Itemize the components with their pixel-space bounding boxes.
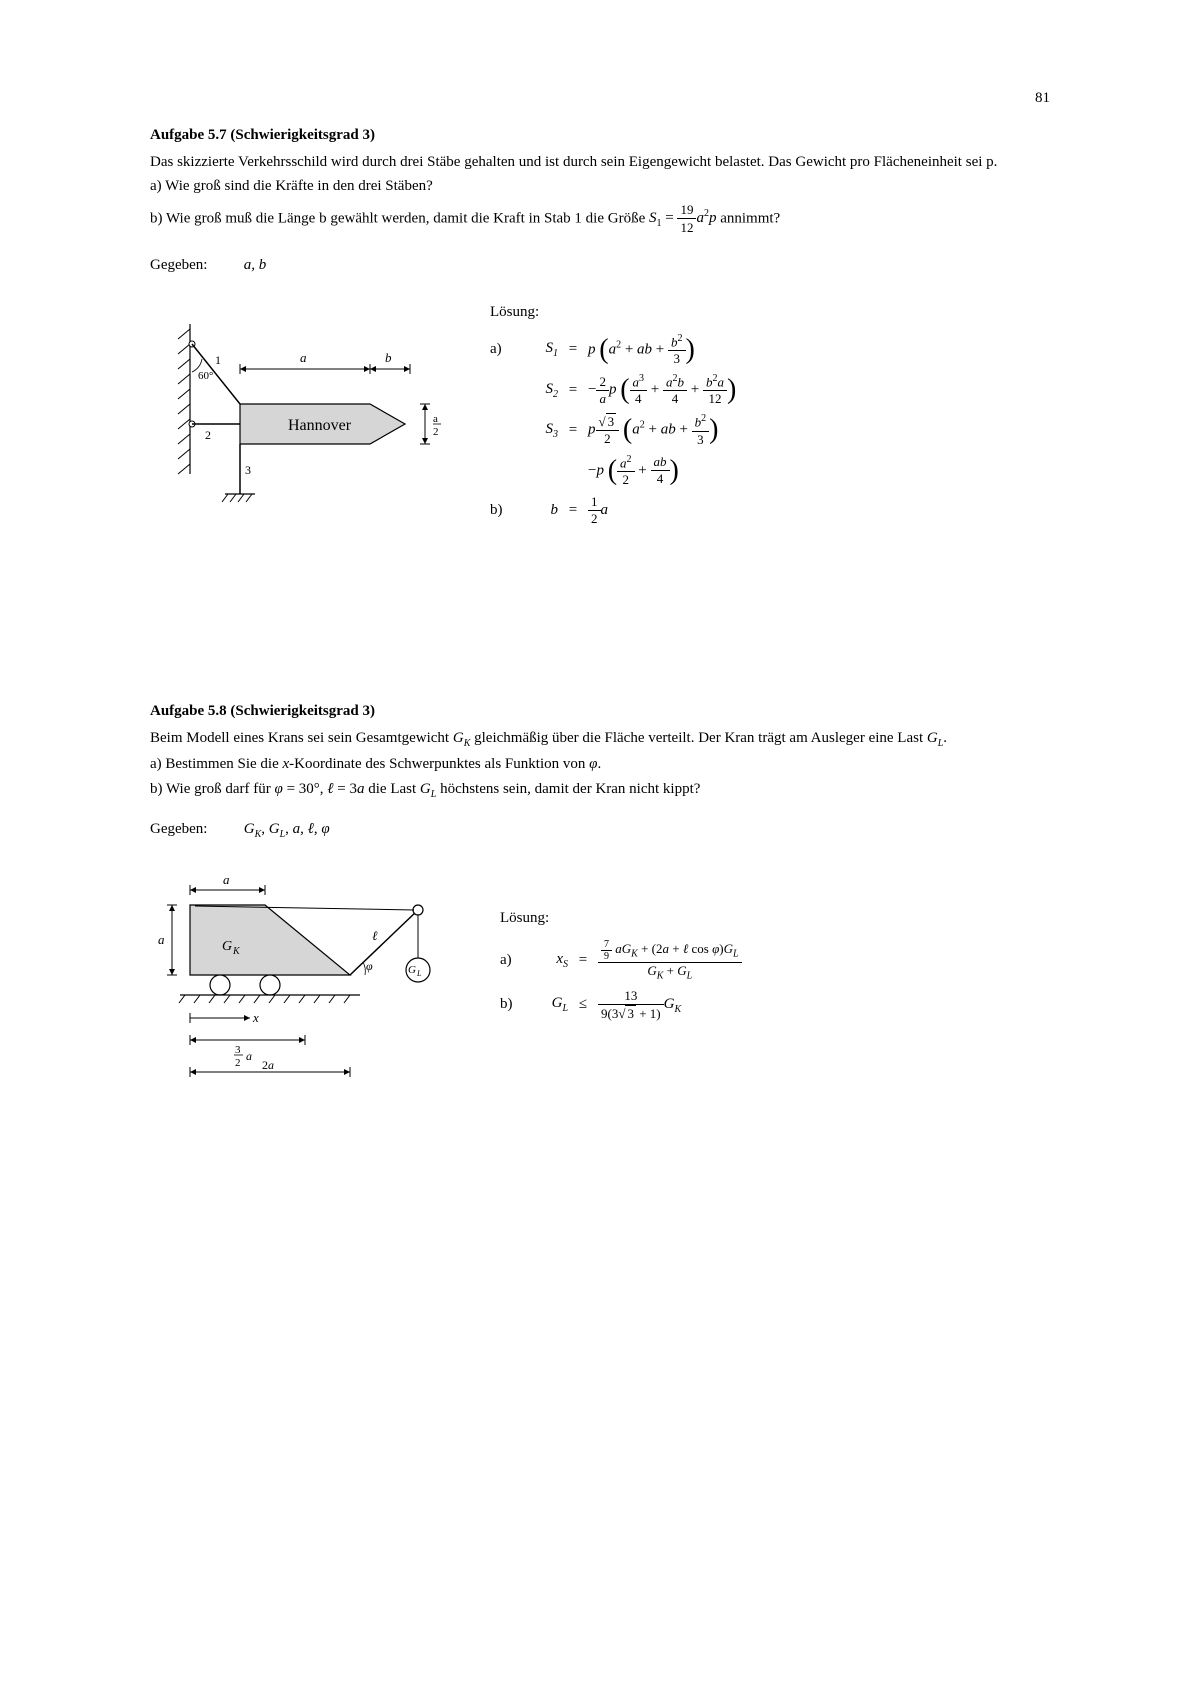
dim-a-left: a (158, 932, 165, 947)
ell-label: ℓ (372, 928, 378, 943)
dim-32a-a: a (246, 1049, 252, 1063)
eq-xs: a) xS = 79 aGK + (2a + ℓ cos φ)GL GK + G… (500, 939, 1050, 982)
eq-b: b) b = 12a (490, 494, 1050, 527)
ex58-gegeben: Gegeben: GK, GL, a, ℓ, φ (150, 821, 1050, 840)
solution-label-2: Lösung: (500, 910, 1050, 927)
phi-label: φ (366, 959, 373, 973)
ex57-p3: b) Wie groß muß die Länge b gewählt werd… (150, 201, 1050, 237)
ex57-p1: Das skizzierte Verkehrsschild wird durch… (150, 152, 1050, 172)
gk-label: G (222, 939, 232, 954)
ex57-p3-formula: S1 = 1912a2p (649, 210, 716, 226)
ex57-p2: a) Wie groß sind die Kräfte in den drei … (150, 176, 1050, 196)
dim-32a-den: 2 (235, 1057, 241, 1069)
eq-tag-a: a) (490, 341, 520, 358)
ex57-p3-pre: b) Wie groß muß die Länge b gewählt werd… (150, 210, 649, 226)
eq-s2: S2 = −2ap (a34 + a2b4 + b2a12) (490, 373, 1050, 407)
ex58-p1-post: . (943, 730, 947, 746)
eq-tag-b: b) (490, 502, 520, 519)
ex58-solution-col: Lösung: a) xS = 79 aGK + (2a + ℓ cos φ)G… (500, 870, 1050, 1028)
gegeben-label-2: Gegeben: (150, 821, 240, 838)
ex57-diagram: 1 60° 2 3 Hannover (150, 304, 450, 524)
eq-gl: b) GL ≤ 139(3√3 + 1)GK (500, 988, 1050, 1022)
boom-pulley (413, 905, 423, 915)
angle-label: 60° (198, 370, 213, 382)
ex58-diagram-col: G K (150, 870, 460, 1080)
eq-s3b: −p (a22 + ab4) (490, 454, 1050, 488)
ex58-p2: a) Bestimmen Sie die x-Koordinate des Sc… (150, 754, 1050, 774)
ex57-body: 1 60° 2 3 Hannover (150, 304, 1050, 533)
ex57-p3-post: annimmt? (716, 210, 780, 226)
ex58-p1-mid: gleichmäßig über die Fläche verteilt. De… (470, 730, 927, 746)
ex58-diagram: G K (150, 870, 460, 1080)
ex58-title: Aufgabe 5.8 (Schwierigkeitsgrad 3) (150, 703, 1050, 720)
ex58-p3: b) Wie groß darf für φ = 30°, ℓ = 3a die… (150, 779, 1050, 802)
sign-text: Hannover (288, 417, 352, 434)
gl-label: G (408, 964, 416, 976)
dim-h-num: a (433, 413, 438, 425)
bar-3-label: 3 (245, 463, 251, 477)
x-label: x (252, 1010, 259, 1025)
ex57-title: Aufgabe 5.7 (Schwierigkeitsgrad 3) (150, 127, 1050, 144)
ex57-diagram-col: 1 60° 2 3 Hannover (150, 304, 450, 524)
ex58-p1-pre: Beim Modell eines Krans sei sein Gesamtg… (150, 730, 453, 746)
gegeben-val-2: GK, GL, a, ℓ, φ (244, 821, 330, 837)
ex58-body: G K (150, 870, 1050, 1080)
eq58-tag-a: a) (500, 952, 530, 969)
eq58-tag-b: b) (500, 996, 530, 1013)
gegeben-label: Gegeben: (150, 257, 240, 274)
eq-s3: S3 = p√32 (a2 + ab + b23) (490, 413, 1050, 447)
solution-label: Lösung: (490, 304, 1050, 321)
dim-a-top: a (223, 872, 230, 887)
dim-32a-num: 3 (235, 1044, 241, 1056)
page-number: 81 (150, 90, 1050, 107)
gl-sub: L (416, 969, 422, 978)
bar-1-label: 1 (215, 353, 221, 367)
dim-2a: 2a (262, 1058, 274, 1072)
crane-body (190, 905, 350, 975)
gk-sub: K (232, 946, 241, 957)
ex58-p1: Beim Modell eines Krans sei sein Gesamtg… (150, 728, 1050, 751)
bar-2-label: 2 (205, 428, 211, 442)
dim-h-den: 2 (433, 426, 439, 438)
dim-b-label: b (385, 350, 392, 365)
page-content: 81 Aufgabe 5.7 (Schwierigkeitsgrad 3) Da… (0, 0, 1200, 1080)
gegeben-val: a, b (244, 257, 267, 273)
ex57-solution-col: Lösung: a) S1 = p (a2 + ab + b23) S2 = −… (490, 304, 1050, 533)
ex57-gegeben: Gegeben: a, b (150, 257, 1050, 274)
dim-a-label: a (300, 350, 307, 365)
eq-s1: a) S1 = p (a2 + ab + b23) (490, 333, 1050, 367)
